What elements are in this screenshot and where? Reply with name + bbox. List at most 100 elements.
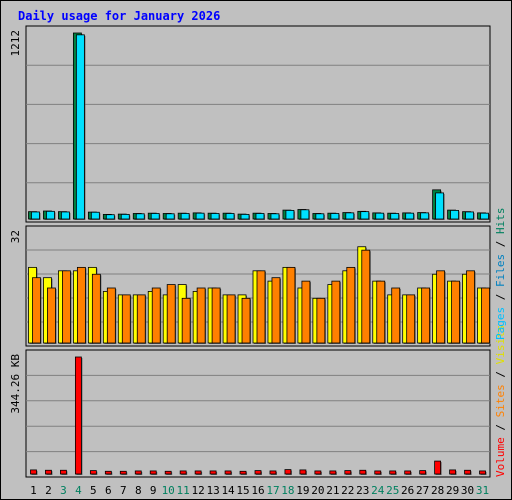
bar-sites-day-6 xyxy=(106,287,116,344)
bar-volume-day-28 xyxy=(434,460,442,475)
bar-sites-day-15 xyxy=(241,297,251,344)
legend-pages: Pages xyxy=(494,307,507,340)
bar-files-day-13 xyxy=(210,213,220,220)
day-label-20: 20 xyxy=(311,484,324,497)
day-label-12: 12 xyxy=(192,484,205,497)
day-label-1: 1 xyxy=(30,484,37,497)
legend-separator: / xyxy=(494,417,507,437)
legend-volume: Volume xyxy=(494,437,507,477)
day-label-9: 9 xyxy=(150,484,157,497)
day-label-18: 18 xyxy=(281,484,294,497)
day-label-23: 23 xyxy=(356,484,369,497)
bar-sites-day-28 xyxy=(436,270,446,344)
bar-volume-day-19 xyxy=(299,469,307,475)
day-label-11: 11 xyxy=(177,484,190,497)
bar-sites-day-29 xyxy=(451,280,460,344)
bar-sites-day-12 xyxy=(196,287,206,344)
y-max-label: 344.26 KB xyxy=(9,354,22,414)
day-label-16: 16 xyxy=(251,484,264,497)
bar-volume-day-29 xyxy=(449,469,456,475)
day-label-13: 13 xyxy=(206,484,219,497)
bar-files-day-14 xyxy=(225,213,235,220)
day-label-24: 24 xyxy=(371,484,385,497)
bar-sites-day-26 xyxy=(406,294,416,344)
bar-volume-day-13 xyxy=(209,470,217,475)
legend-sites: Sites xyxy=(494,384,507,417)
bar-sites-day-4 xyxy=(76,266,86,344)
bar-volume-day-6 xyxy=(104,470,112,475)
y-max-label: 32 xyxy=(9,230,22,243)
bar-files-day-6 xyxy=(105,214,115,220)
bar-files-day-30 xyxy=(465,211,474,220)
bar-volume-day-30 xyxy=(464,469,471,475)
bar-sites-day-1 xyxy=(32,277,41,344)
bar-files-day-7 xyxy=(120,213,130,220)
bar-sites-day-2 xyxy=(47,287,56,344)
panel-plot-area xyxy=(25,25,491,223)
bar-volume-day-2 xyxy=(45,469,52,475)
bar-files-day-28 xyxy=(435,192,445,220)
bar-files-day-27 xyxy=(420,212,430,220)
bar-files-day-12 xyxy=(195,212,205,220)
bar-files-day-22 xyxy=(345,212,355,220)
day-label-17: 17 xyxy=(266,484,279,497)
bar-files-day-19 xyxy=(300,209,310,220)
bar-files-day-31 xyxy=(480,212,489,220)
bar-volume-day-21 xyxy=(329,470,337,475)
bar-sites-day-30 xyxy=(466,270,475,344)
bar-sites-day-10 xyxy=(166,284,176,344)
day-label-31: 31 xyxy=(476,484,489,497)
bar-volume-day-16 xyxy=(254,470,262,475)
day-label-2: 2 xyxy=(45,484,52,497)
legend-group: Volume / Sites / Visits xyxy=(494,325,507,477)
bar-files-day-17 xyxy=(270,213,280,220)
legend-separator: / xyxy=(494,234,507,254)
bar-sites-day-5 xyxy=(91,273,101,344)
legend-separator: / xyxy=(494,364,507,384)
bar-volume-day-11 xyxy=(179,470,187,475)
bar-files-day-20 xyxy=(315,213,325,220)
day-label-30: 30 xyxy=(461,484,474,497)
day-label-26: 26 xyxy=(401,484,414,497)
bar-sites-day-3 xyxy=(62,270,71,344)
bar-files-day-29 xyxy=(450,210,459,220)
bar-volume-day-15 xyxy=(239,470,247,475)
bar-files-day-4 xyxy=(75,34,85,220)
legend-files: Files xyxy=(494,254,507,287)
panel-plot-area xyxy=(25,349,491,478)
bar-files-day-24 xyxy=(375,212,385,220)
bar-sites-day-27 xyxy=(421,287,431,344)
day-label-22: 22 xyxy=(341,484,354,497)
bar-sites-day-13 xyxy=(211,287,221,344)
bar-volume-day-27 xyxy=(419,470,427,475)
bar-volume-day-10 xyxy=(164,470,172,475)
day-label-27: 27 xyxy=(416,484,429,497)
bar-volume-day-4 xyxy=(74,356,82,475)
bar-sites-day-18 xyxy=(286,266,296,344)
bar-volume-day-18 xyxy=(284,469,292,475)
bar-sites-day-8 xyxy=(136,294,146,344)
bar-sites-day-19 xyxy=(301,280,311,344)
bar-sites-day-24 xyxy=(376,280,386,344)
bar-volume-day-31 xyxy=(479,470,486,475)
bar-volume-day-25 xyxy=(389,470,397,475)
bar-volume-day-22 xyxy=(344,470,352,475)
bar-sites-day-22 xyxy=(346,266,356,344)
bar-volume-day-5 xyxy=(89,470,97,475)
volume-panel: 344.26 KB xyxy=(9,349,491,478)
bar-volume-day-24 xyxy=(374,470,382,475)
legend-visits: Visits xyxy=(494,325,507,365)
bar-sites-day-31 xyxy=(481,287,490,344)
day-label-4: 4 xyxy=(75,484,82,497)
day-label-7: 7 xyxy=(120,484,127,497)
legend-separator: / xyxy=(494,287,507,307)
bar-sites-day-11 xyxy=(181,297,191,344)
bar-files-day-5 xyxy=(90,211,100,220)
y-max-label: 1212 xyxy=(9,30,22,57)
day-label-21: 21 xyxy=(326,484,339,497)
day-label-28: 28 xyxy=(431,484,444,497)
pages-visits-panel: 32 xyxy=(9,225,491,347)
bar-volume-day-8 xyxy=(134,470,142,475)
bar-files-day-3 xyxy=(61,211,70,220)
